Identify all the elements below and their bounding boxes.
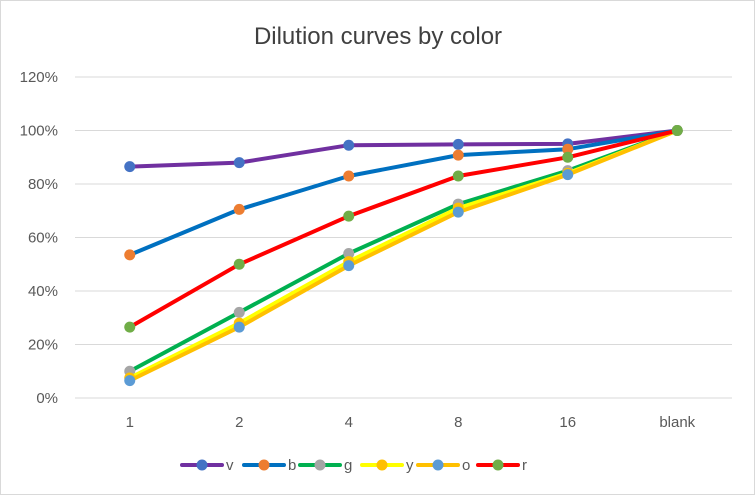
data-point-r xyxy=(124,321,136,333)
x-tick-label: 1 xyxy=(126,414,134,431)
data-point-o xyxy=(452,206,464,218)
data-point-r xyxy=(233,258,245,270)
data-point-o xyxy=(124,375,136,387)
legend-label: r xyxy=(522,457,527,474)
series-line-b xyxy=(127,128,680,257)
data-point-r xyxy=(671,125,683,136)
legend-swatch-marker xyxy=(314,459,326,471)
y-tick-label: 60% xyxy=(28,230,58,247)
y-tick-label: 80% xyxy=(28,176,58,193)
data-point-v xyxy=(343,139,355,151)
series-b xyxy=(124,125,683,261)
data-point-b xyxy=(562,143,574,155)
legend-swatch-marker xyxy=(376,459,388,471)
legend-entry-o: o xyxy=(416,457,470,474)
data-point-o xyxy=(562,169,574,181)
y-tick-label: 40% xyxy=(28,283,58,300)
data-point-b xyxy=(233,203,245,215)
legend-entry-g: g xyxy=(298,457,352,474)
y-tick-label: 100% xyxy=(20,123,58,140)
legend-label: v xyxy=(226,457,234,474)
data-point-g xyxy=(343,248,355,260)
series-line-r xyxy=(127,128,680,330)
legend-label: b xyxy=(288,457,296,474)
legend-entry-b: b xyxy=(242,457,296,474)
legend-label: y xyxy=(406,457,414,474)
x-tick-label: 8 xyxy=(454,414,462,431)
legend-entry-y: y xyxy=(360,457,414,474)
series-line-o xyxy=(127,128,680,383)
series-r xyxy=(124,125,683,333)
legend-swatch-marker xyxy=(492,459,504,471)
x-tick-label: 16 xyxy=(559,414,576,431)
legend-entry-v: v xyxy=(180,457,234,474)
data-point-v xyxy=(233,157,245,169)
data-point-v xyxy=(452,138,464,150)
legend-label: o xyxy=(462,457,470,474)
data-point-r xyxy=(343,210,355,222)
legend-entry-r: r xyxy=(476,457,527,474)
legend-swatch-marker xyxy=(432,459,444,471)
legend-swatch-marker xyxy=(258,459,270,471)
y-tick-label: 20% xyxy=(28,337,58,354)
chart-title: Dilution curves by color xyxy=(254,23,502,50)
data-point-o xyxy=(233,321,245,333)
x-tick-label: 2 xyxy=(235,414,243,431)
data-point-b xyxy=(124,249,136,261)
y-tick-label: 120% xyxy=(20,69,58,86)
series-line-v xyxy=(127,128,680,169)
y-tick-label: 0% xyxy=(36,390,58,407)
data-point-b xyxy=(343,170,355,182)
data-point-v xyxy=(124,161,136,173)
y-axis-ticks: 0% 20% 40% 60% 80% 100% 120% xyxy=(20,69,58,407)
data-point-b xyxy=(452,149,464,161)
data-point-o xyxy=(343,260,355,272)
x-axis-ticks: 1 2 4 8 16 blank xyxy=(126,414,696,431)
data-point-r xyxy=(452,170,464,182)
x-tick-label: blank xyxy=(659,414,695,431)
data-point-g xyxy=(233,306,245,318)
legend-swatch-marker xyxy=(196,459,208,471)
legend-label: g xyxy=(344,457,352,474)
series-line-g xyxy=(127,128,680,374)
x-tick-label: 4 xyxy=(345,414,353,431)
data-point-r xyxy=(562,151,574,163)
gridlines xyxy=(75,76,732,399)
series-group xyxy=(124,125,683,387)
